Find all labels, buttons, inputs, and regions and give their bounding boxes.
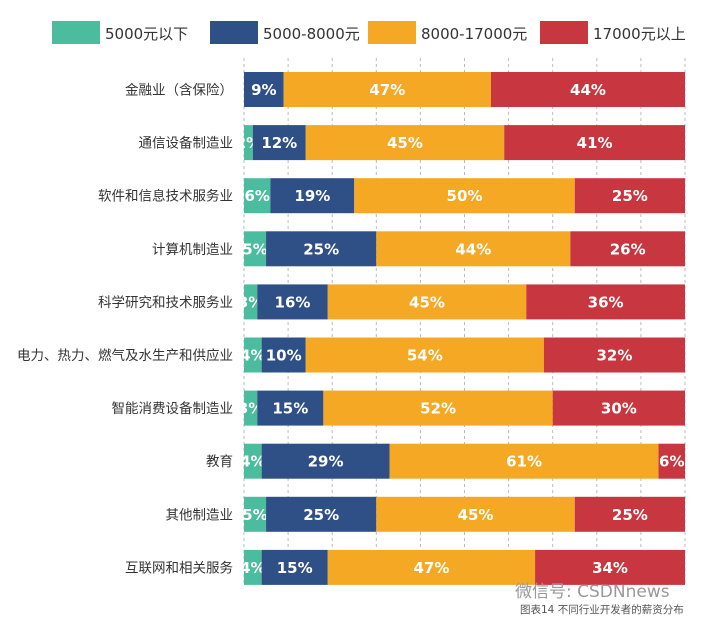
data-label: 15% [277,559,313,577]
data-label: 61% [506,453,542,471]
data-label: 9% [251,81,276,99]
bar-segment [354,178,575,214]
bar-segment [261,549,328,585]
bar-segment [261,337,306,373]
bar-segment [543,337,685,373]
bar-segment [261,443,390,479]
bar-segment [327,284,527,320]
data-label: 45% [409,293,445,311]
bar-segment [244,125,253,161]
chart-caption: 图表14 不同行业开发者的薪资分布 [520,604,684,616]
legend-label: 17000元以上 [593,25,686,43]
bar-segment [504,125,685,161]
legend-label: 5000元以下 [105,25,188,43]
bar-segment [244,72,284,107]
data-label: 29% [308,453,344,471]
bar-segment [244,443,262,479]
bar-segment [244,549,262,585]
data-label: 10% [266,347,302,365]
bar-segment [244,231,267,267]
data-label: 4% [240,453,265,471]
bar-segment [535,549,685,585]
data-label: 44% [570,81,606,99]
bar-segment [389,443,659,479]
data-label: 25% [612,187,648,205]
bar-segment [244,390,258,426]
category-label: 金融业（含保险） [125,83,233,99]
data-label: 45% [387,134,423,152]
data-label: 3% [238,400,263,418]
legend-label: 8000-17000元 [421,25,527,43]
legend-swatch [210,21,258,44]
bar-segment [270,178,355,214]
data-label: 4% [240,559,265,577]
category-label: 科学研究和技术服务业 [98,295,233,311]
data-label: 5% [242,240,267,258]
legend-label: 5000-8000元 [263,25,360,43]
bar-segment [574,496,685,532]
legend-swatch [540,21,588,44]
bar-segment [552,390,685,426]
data-label: 34% [592,559,628,577]
category-label: 其他制造业 [166,507,234,523]
data-label: 25% [303,506,339,524]
category-label: 通信设备制造业 [139,135,234,152]
data-label: 25% [612,506,648,524]
watermark-text: 微信号: CSDNnews [515,582,670,602]
data-label: 44% [455,240,491,258]
category-label: 软件和信息技术服务业 [98,188,233,205]
bar-segment [252,125,306,161]
bar-segment [244,284,258,320]
bar-segment [323,390,553,426]
bar-segment [244,178,271,214]
category-label: 计算机制造业 [152,242,233,258]
data-label: 3% [238,293,263,311]
data-label: 12% [261,134,297,152]
data-label: 15% [272,400,308,418]
category-label: 互联网和相关服务 [125,560,233,576]
category-label: 智能消费设备制造业 [112,400,234,417]
legend-swatch [52,21,100,44]
data-label: 52% [420,400,456,418]
bar-segment [526,284,685,320]
bar-segment [305,125,505,161]
bar-segment [570,231,685,267]
bar-segment [244,496,267,532]
bar-segment [376,231,571,267]
data-label: 25% [303,240,339,258]
bar-segment [266,496,377,532]
bar-segment [257,284,328,320]
data-label: 54% [407,347,443,365]
data-label: 6% [244,187,269,205]
bar-segment [327,549,536,585]
bar-segment [244,337,262,373]
data-label: 41% [577,134,613,152]
data-label: 47% [369,81,405,99]
data-label: 19% [294,187,330,205]
bar-segment [283,72,491,107]
data-label: 16% [275,293,311,311]
legend-swatch [368,21,416,44]
data-label: 47% [413,559,449,577]
data-label: 50% [447,187,483,205]
data-label: 26% [610,240,646,258]
bar-segment [305,337,544,373]
data-label: 30% [601,400,637,418]
bar-segment [376,496,575,532]
bar-segment [490,72,685,107]
bar-segment [266,231,377,267]
bar-segment [574,178,685,214]
bar-segment [257,390,324,426]
data-label: 5% [242,506,267,524]
bar-segment [658,443,685,479]
category-label: 电力、热力、燃气及水生产和供应业 [17,347,233,364]
data-label: 36% [588,293,624,311]
data-label: 32% [596,347,632,365]
data-label: 4% [240,347,265,365]
category-label: 教育 [206,454,233,470]
data-label: 45% [458,506,494,524]
data-label: 6% [659,453,684,471]
